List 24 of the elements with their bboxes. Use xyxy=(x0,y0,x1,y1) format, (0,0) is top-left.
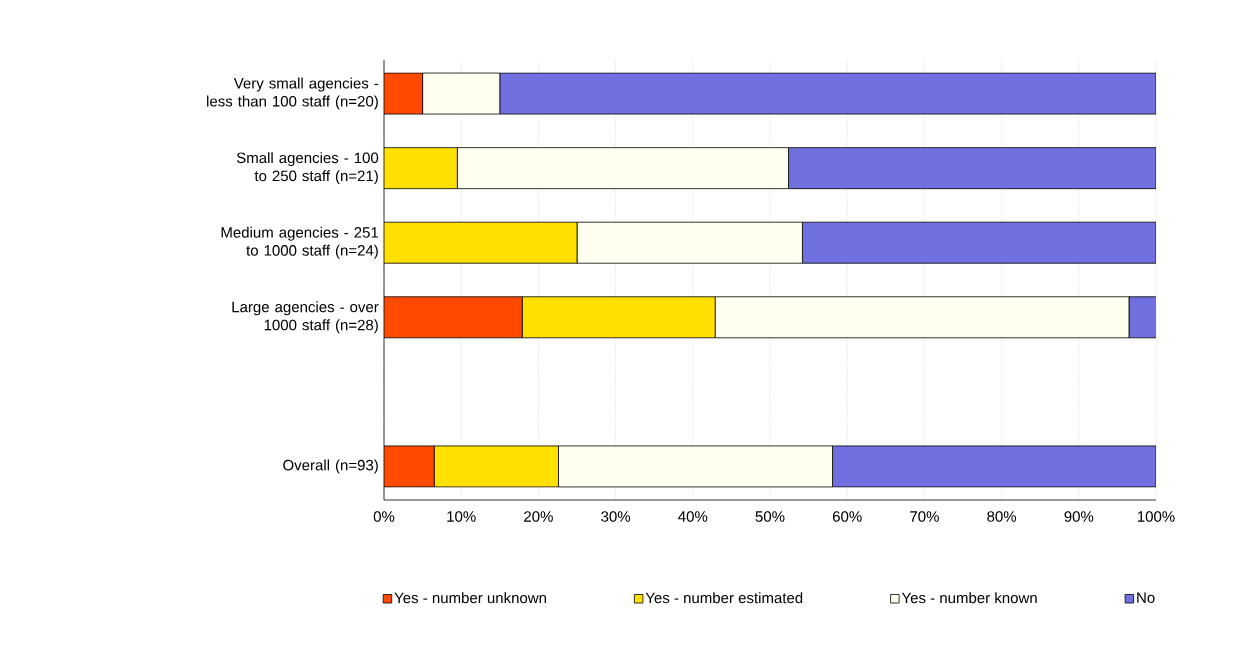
x-tick-label: 90% xyxy=(1064,511,1094,522)
bar xyxy=(521,296,716,339)
legend-label: Yes - number estimated xyxy=(645,592,803,604)
x-tick-label: 20% xyxy=(524,511,553,522)
bar xyxy=(433,445,559,488)
x-tick-label: 70% xyxy=(910,511,939,522)
y-tick-label: Small agencies - 100 to 250 staff (n=21) xyxy=(236,152,379,185)
x-tick-label: 80% xyxy=(987,511,1017,522)
x-tick-label: 0% xyxy=(373,511,395,522)
x-tick-label: 40% xyxy=(678,511,708,522)
legend-label: Yes - number unknown xyxy=(394,592,546,604)
bar xyxy=(384,221,578,264)
bar xyxy=(384,147,458,190)
x-tick-label: 50% xyxy=(755,511,785,522)
y-tick-label: Medium agencies - 251 to 1000 staff (n=24) xyxy=(221,226,379,259)
legend-label: No xyxy=(1137,592,1155,603)
y-tick-label: Overall (n=93) xyxy=(283,459,378,474)
y-tick-label: Large agencies - over 1000 staff (n=28) xyxy=(232,301,379,334)
legend-label: Yes - number known xyxy=(901,592,1037,604)
x-tick-label: 30% xyxy=(601,511,631,522)
x-tick-label: 100% xyxy=(1137,511,1175,522)
x-tick-label: 10% xyxy=(447,511,476,522)
x-tick-label: 60% xyxy=(832,511,862,522)
y-tick-label: Very small agencies - less than 100 staff (n=20) xyxy=(207,77,379,110)
